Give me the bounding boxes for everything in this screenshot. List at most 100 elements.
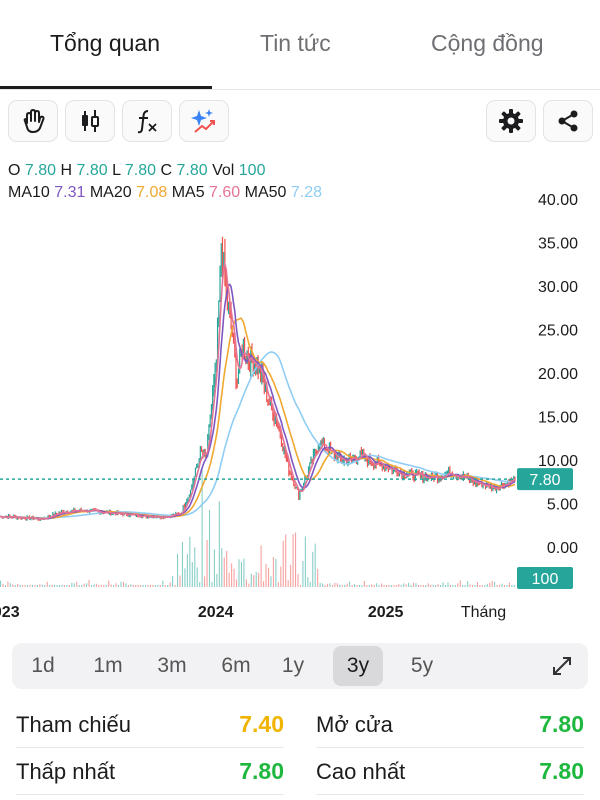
x-tick-label: 2025 — [368, 604, 404, 621]
volume-bar — [494, 581, 496, 587]
volume-bar — [0, 580, 2, 587]
volume-bar — [395, 585, 397, 587]
volume-tag — [517, 567, 573, 589]
ma5-line — [0, 260, 516, 521]
volume-bar — [292, 534, 294, 587]
drawing-tool-button[interactable] — [8, 100, 58, 142]
ai-analysis-button[interactable] — [179, 100, 229, 142]
volume-bar — [76, 581, 78, 587]
volume-bar — [152, 585, 154, 587]
volume-bar — [351, 585, 353, 587]
period-1d[interactable]: 1d — [31, 654, 55, 677]
volume-bar — [265, 563, 267, 587]
volume-bar — [184, 568, 186, 587]
expand-icon[interactable] — [550, 654, 574, 678]
indicators-button[interactable] — [122, 100, 172, 142]
volume-bar — [189, 536, 191, 587]
volume-bar — [68, 585, 70, 587]
period-1y[interactable]: 1y — [281, 654, 305, 677]
volume-bar — [484, 585, 486, 587]
period-5y[interactable]: 5y — [410, 654, 434, 677]
y-tick-label: 35.00 — [538, 236, 578, 253]
volume-bar — [93, 584, 95, 587]
volume-bar — [145, 585, 147, 587]
volume-bar — [368, 585, 370, 587]
gear-icon — [499, 109, 523, 133]
volume-bar — [22, 585, 24, 587]
x-tick-label: 2024 — [198, 604, 234, 621]
volume-bar — [14, 585, 16, 587]
volume-bar — [383, 585, 385, 587]
volume-bar — [432, 584, 434, 587]
volume-bars — [0, 468, 515, 587]
period-1m[interactable]: 1m — [93, 654, 123, 677]
volume-bar — [250, 573, 252, 587]
volume-bar — [140, 585, 142, 587]
volume-bar — [137, 585, 139, 587]
stat-open: Mở cửa 7.80 — [316, 702, 584, 748]
volume-bar — [341, 585, 343, 587]
volume-bar — [115, 583, 117, 587]
volume-bar — [349, 581, 351, 587]
volume-bar — [275, 558, 277, 587]
high-price-label: Cao nhất — [316, 759, 406, 784]
volume-bar — [408, 582, 410, 587]
volume-bar — [248, 583, 250, 587]
volume-bar — [162, 580, 164, 587]
volume-bar — [371, 584, 373, 587]
tab-overview[interactable]: Tổng quan — [50, 30, 160, 56]
volume-bar — [46, 581, 48, 587]
volume-bar — [108, 580, 110, 587]
period-3y[interactable]: 3y — [333, 646, 383, 686]
volume-bar — [206, 540, 208, 587]
volume-bar — [29, 585, 31, 587]
chart-type-button[interactable] — [65, 100, 115, 142]
volume-bar — [489, 582, 491, 587]
volume-bar — [172, 576, 174, 587]
volume-bar — [346, 583, 348, 587]
ma10-label: MA10 — [8, 184, 50, 201]
volume-bar — [2, 583, 4, 587]
volume-bar — [422, 585, 424, 587]
price-lines — [0, 236, 516, 521]
open-value: 7.80 — [24, 162, 57, 179]
volume-bar — [454, 585, 456, 587]
volume-bar — [464, 585, 466, 587]
settings-button[interactable] — [486, 100, 536, 142]
volume-bar — [49, 585, 51, 587]
volume-bar — [469, 584, 471, 587]
period-6m[interactable]: 6m — [221, 654, 251, 677]
volume-bar — [125, 583, 127, 587]
volume-bar — [58, 585, 61, 587]
volume-bar — [216, 573, 218, 587]
volume-bar — [174, 585, 176, 587]
volume-label: Vol — [212, 162, 235, 179]
volume-bar — [425, 585, 427, 587]
y-tick-label: 15.00 — [538, 410, 578, 427]
period-3m[interactable]: 3m — [157, 654, 187, 677]
tab-community[interactable]: Cộng đồng — [431, 30, 544, 56]
close-label: C — [160, 162, 173, 179]
y-tick-label: 10.00 — [538, 453, 578, 470]
volume-bar — [378, 585, 380, 587]
volume-bar — [294, 532, 297, 587]
volume-bar — [299, 585, 302, 587]
volume-bar — [476, 582, 478, 587]
volume-bar — [503, 585, 506, 587]
volume-bar — [491, 580, 493, 587]
volume-bar — [56, 585, 58, 587]
volume-bar — [314, 543, 316, 587]
volume-bar — [154, 585, 156, 587]
volume-bar — [73, 583, 75, 587]
volume-bar — [263, 581, 265, 587]
y-axis-ticks: 40.00 35.00 30.00 25.00 20.00 15.00 10.00 5.00 0… — [538, 192, 578, 557]
tab-news[interactable]: Tin tức — [260, 30, 331, 56]
volume-bar — [113, 584, 115, 587]
share-button[interactable] — [543, 100, 593, 142]
volume-bar — [98, 585, 100, 587]
volume-bar — [410, 585, 412, 587]
price-chart[interactable]: 40.00 35.00 30.00 25.00 20.00 15.00 10.00 5.00 0… — [0, 185, 600, 625]
low-value: 7.80 — [124, 162, 157, 179]
volume-bar — [435, 585, 437, 587]
volume-bar — [169, 582, 171, 587]
